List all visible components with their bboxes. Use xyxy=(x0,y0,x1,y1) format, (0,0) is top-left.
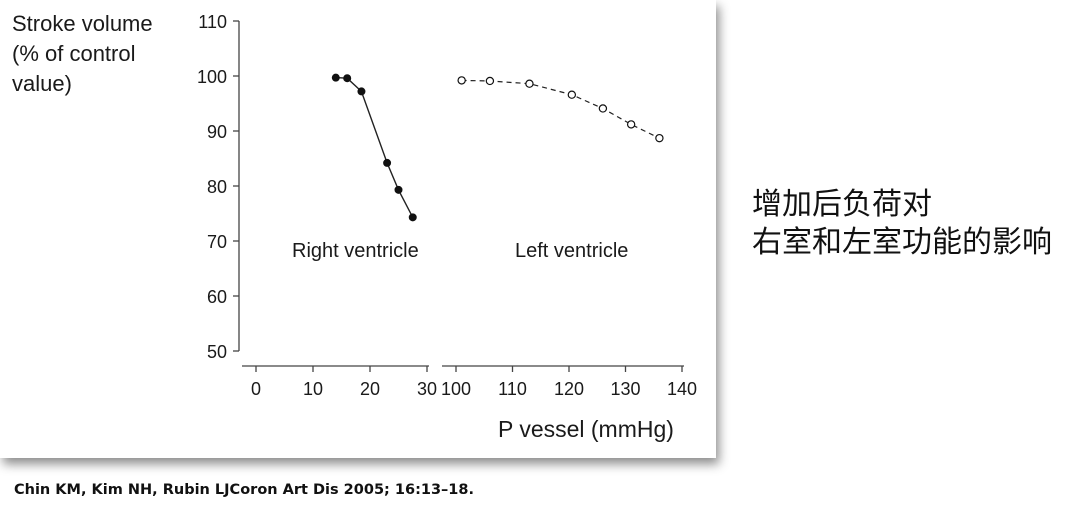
figure-card: Stroke volume (% of control value) 50 60 7… xyxy=(12,11,698,442)
y-axis-label-line-3: value) xyxy=(12,71,72,96)
side-caption: 增加后负荷对 右室和左室功能的影响 xyxy=(752,186,1052,262)
y-tick-label-90: 90 xyxy=(207,122,227,142)
series-line-lv xyxy=(461,79,660,139)
y-tick-label-100: 100 xyxy=(197,67,227,87)
x-tick-label-rv-10: 10 xyxy=(303,379,323,399)
y-tick-label-50: 50 xyxy=(207,342,227,362)
data-point-lv-3 xyxy=(567,90,577,99)
series-layer xyxy=(331,73,664,222)
x-tick-label-lv-120: 120 xyxy=(554,379,584,399)
series-label-right-ventricle: Right ventricle xyxy=(292,240,419,262)
side-caption-line-1: 增加后负荷对 xyxy=(752,187,932,222)
data-point-rv-1 xyxy=(343,74,352,83)
data-point-rv-5 xyxy=(408,213,417,222)
x-tick-label-rv-0: 0 xyxy=(251,379,261,399)
data-point-lv-1 xyxy=(485,76,495,86)
x-axis-label: P vessel (mmHg) xyxy=(498,416,674,442)
x-tick-label-rv-30: 30 xyxy=(417,379,437,399)
data-point-lv-0 xyxy=(457,76,466,85)
data-point-lv-5 xyxy=(626,120,636,129)
y-tick-label-60: 60 xyxy=(207,287,227,307)
x-tick-label-lv-140: 140 xyxy=(667,379,697,399)
data-point-rv-0 xyxy=(331,73,340,82)
citation: Chin KM, Kim NH, Rubin LJCoron Art Dis 2… xyxy=(14,482,474,498)
series-line-rv xyxy=(335,76,414,218)
x-tick-label-lv-130: 130 xyxy=(610,379,640,399)
x-tick-label-lv-100: 100 xyxy=(441,379,471,399)
x-tick-label-lv-110: 110 xyxy=(498,379,527,399)
y-axis-label-line-2: (% of control xyxy=(12,41,136,66)
data-point-rv-4 xyxy=(394,185,403,194)
y-axis-label-line-1: Stroke volume xyxy=(12,11,153,36)
data-point-lv-6 xyxy=(655,133,664,143)
data-point-lv-2 xyxy=(525,79,534,88)
y-tick-label-110: 110 xyxy=(198,12,227,32)
y-tick-label-70: 70 xyxy=(207,232,227,252)
data-point-rv-2 xyxy=(357,87,366,96)
data-point-rv-3 xyxy=(383,158,392,167)
x-tick-label-rv-20: 20 xyxy=(360,379,380,399)
side-caption-line-2: 右室和左室功能的影响 xyxy=(752,225,1052,260)
data-point-lv-4 xyxy=(598,104,608,113)
y-tick-label-80: 80 xyxy=(207,177,227,197)
series-label-left-ventricle: Left ventricle xyxy=(515,240,628,262)
